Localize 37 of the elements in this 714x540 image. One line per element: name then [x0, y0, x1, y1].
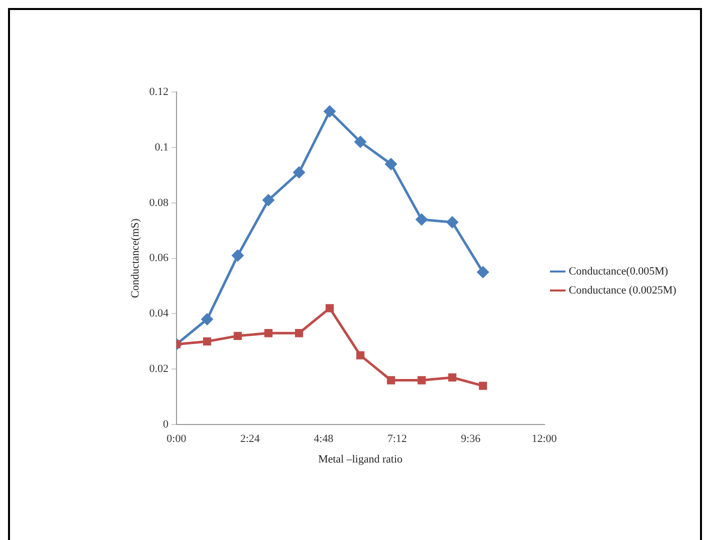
y-tick-label: 0: [162, 418, 169, 430]
x-tick-label: 12:00: [532, 433, 558, 446]
x-tick-label: 4:48: [314, 433, 334, 446]
point: [326, 304, 334, 312]
point: [448, 373, 456, 382]
y-tick-label: 0.04: [149, 308, 169, 320]
point: [232, 250, 244, 262]
y-tick-label: 0.1: [154, 141, 168, 154]
point: [386, 376, 396, 384]
x-tick-label: 9:36: [460, 433, 481, 446]
x-axis-title: Metal –ligand ratio: [318, 453, 404, 466]
point: [234, 332, 242, 340]
point: [262, 194, 274, 206]
point: [324, 106, 336, 118]
legend-label: Conductance (0.0025M): [568, 284, 677, 296]
y-tick-label: 0.08: [149, 196, 169, 209]
point: [293, 166, 305, 178]
y-axis-title: Conductance(mS): [129, 218, 142, 298]
point: [201, 314, 213, 326]
point: [446, 216, 458, 228]
point: [203, 337, 212, 346]
y-tick-label: 0.12: [149, 86, 168, 98]
x-tick-label: 7:12: [387, 433, 407, 446]
point: [264, 329, 272, 338]
x-tick-label: 2:24: [240, 433, 260, 446]
legend-label: Conductance(0.005M): [568, 265, 668, 278]
point: [356, 351, 364, 360]
x-tick-label: 0:00: [166, 433, 187, 446]
point: [294, 329, 304, 338]
point: [418, 376, 426, 384]
point: [354, 136, 366, 148]
y-tick-label: 0.06: [149, 252, 169, 264]
point: [385, 158, 397, 170]
point: [477, 266, 489, 278]
y-tick-label: 0.02: [149, 363, 168, 376]
point: [416, 214, 428, 226]
point: [478, 382, 488, 390]
